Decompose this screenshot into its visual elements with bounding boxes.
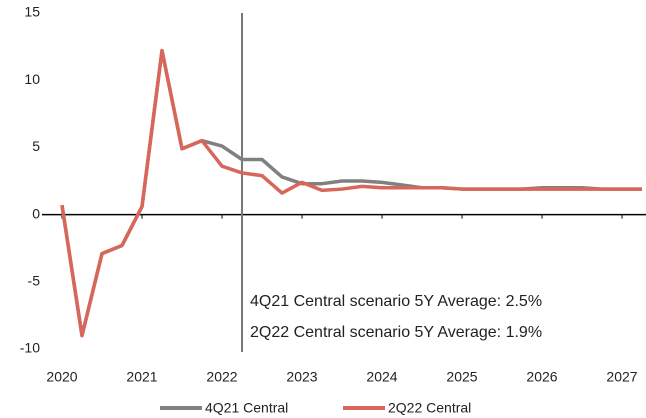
annotation: 4Q21 Central scenario 5Y Average: 2.5% [250, 293, 542, 310]
y-tick-label: 0 [32, 205, 40, 221]
y-tick-label: 15 [24, 4, 40, 20]
legend-label: 2Q22 Central [388, 400, 471, 416]
x-tick-label: 2026 [526, 369, 557, 385]
x-tick-label: 2021 [126, 369, 157, 385]
x-tick-label: 2027 [606, 369, 637, 385]
x-tick-label: 2020 [46, 369, 77, 385]
y-tick-label: -10 [20, 340, 40, 356]
y-tick-label: 10 [24, 71, 40, 87]
legend-label: 4Q21 Central [205, 400, 288, 416]
y-tick-label: 5 [32, 138, 40, 154]
x-tick-label: 2025 [446, 369, 477, 385]
x-tick-label: 2023 [286, 369, 317, 385]
x-tick-label: 2022 [206, 369, 237, 385]
y-tick-label: -5 [28, 273, 41, 289]
annotation: 2Q22 Central scenario 5Y Average: 1.9% [250, 324, 542, 341]
series-line [60, 48, 642, 338]
x-tick-label: 2024 [366, 369, 397, 385]
